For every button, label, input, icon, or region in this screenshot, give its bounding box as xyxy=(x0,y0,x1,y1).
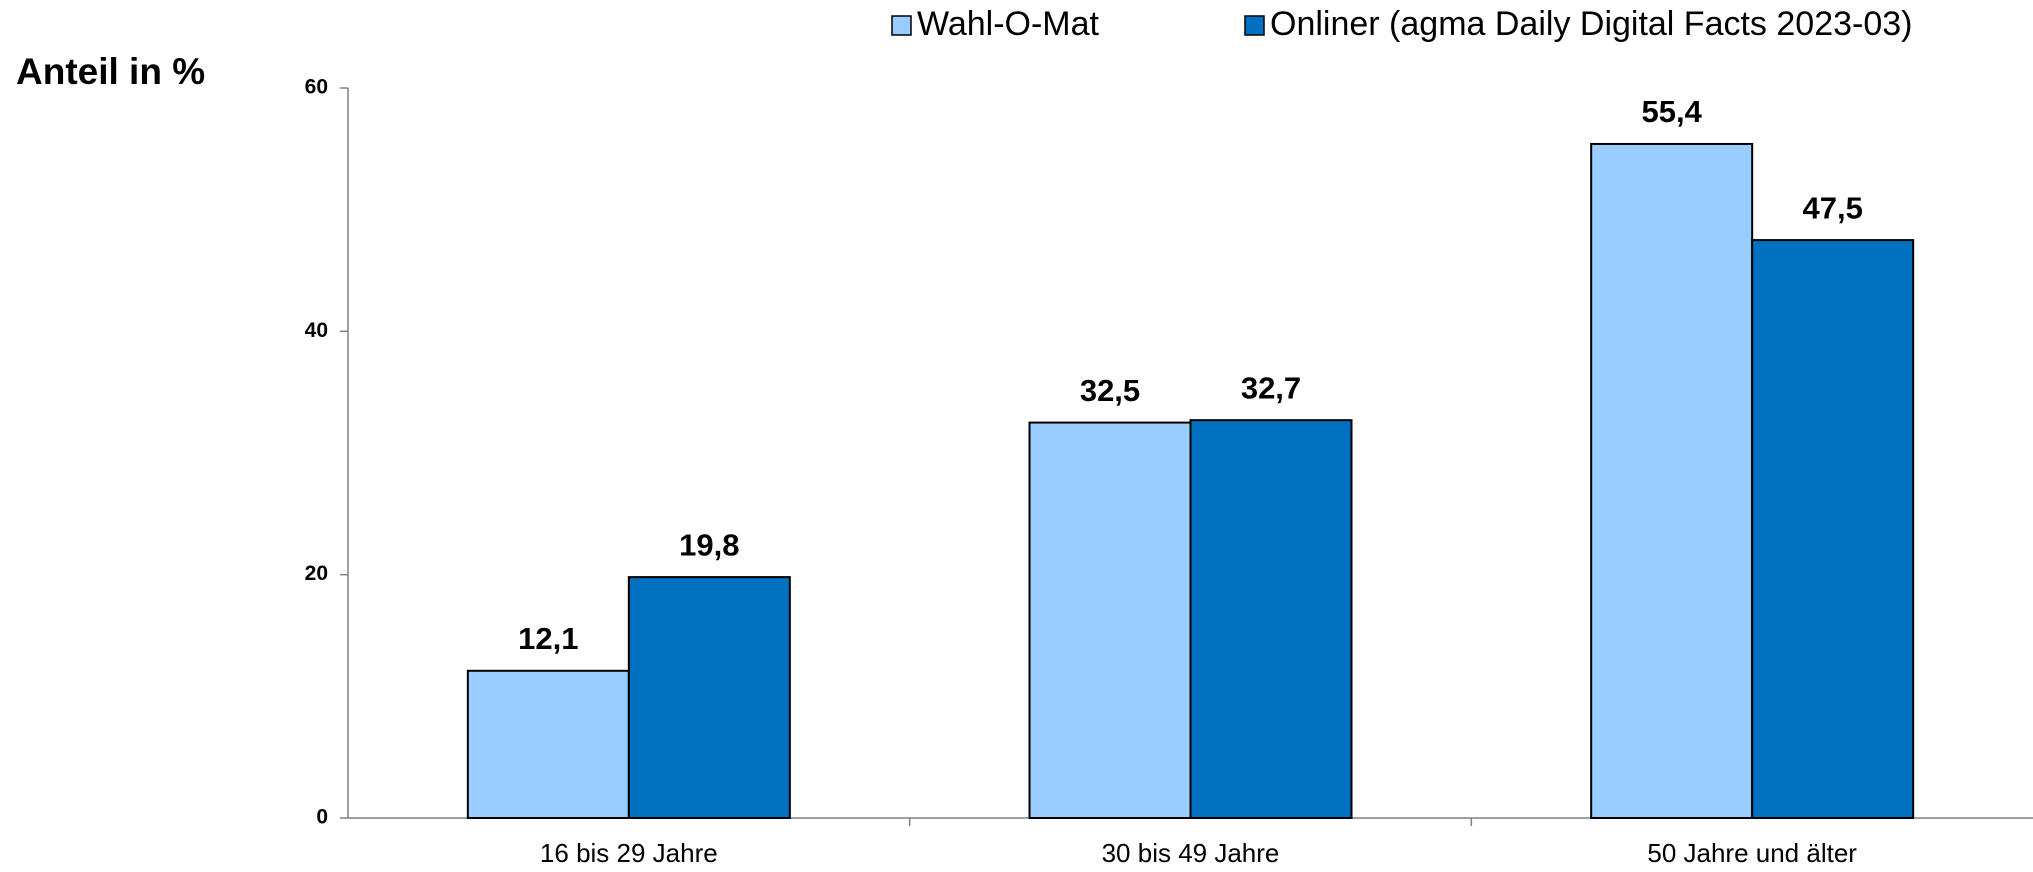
value-label: 32,5 xyxy=(1080,373,1140,408)
value-label: 47,5 xyxy=(1802,190,1862,225)
x-tick-label: 30 bis 49 Jahre xyxy=(1102,838,1280,868)
bar xyxy=(1028,421,1192,819)
y-tick-label: 20 xyxy=(305,562,328,585)
bar xyxy=(466,669,630,819)
y-tick-label: 60 xyxy=(305,76,328,99)
x-tick-label: 50 Jahre und älter xyxy=(1647,838,1857,868)
x-tick-label: 16 bis 29 Jahre xyxy=(540,838,718,868)
value-label: 19,8 xyxy=(679,527,739,562)
bar xyxy=(1189,419,1353,819)
bar xyxy=(627,576,791,819)
value-label: 32,7 xyxy=(1241,370,1301,405)
value-label: 12,1 xyxy=(518,621,578,656)
bar xyxy=(1751,239,1915,820)
legend-label: Wahl-O-Mat xyxy=(917,5,1100,43)
legend-label: Onliner (agma Daily Digital Facts 2023-0… xyxy=(1270,5,1912,43)
y-axis-title: Anteil in % xyxy=(16,51,205,92)
legend-swatch xyxy=(891,15,912,36)
bar xyxy=(1590,142,1754,819)
legend-swatch xyxy=(1244,15,1265,36)
y-tick-label: 40 xyxy=(305,319,328,342)
value-label: 55,4 xyxy=(1641,94,1702,129)
y-tick-label: 0 xyxy=(316,806,328,829)
